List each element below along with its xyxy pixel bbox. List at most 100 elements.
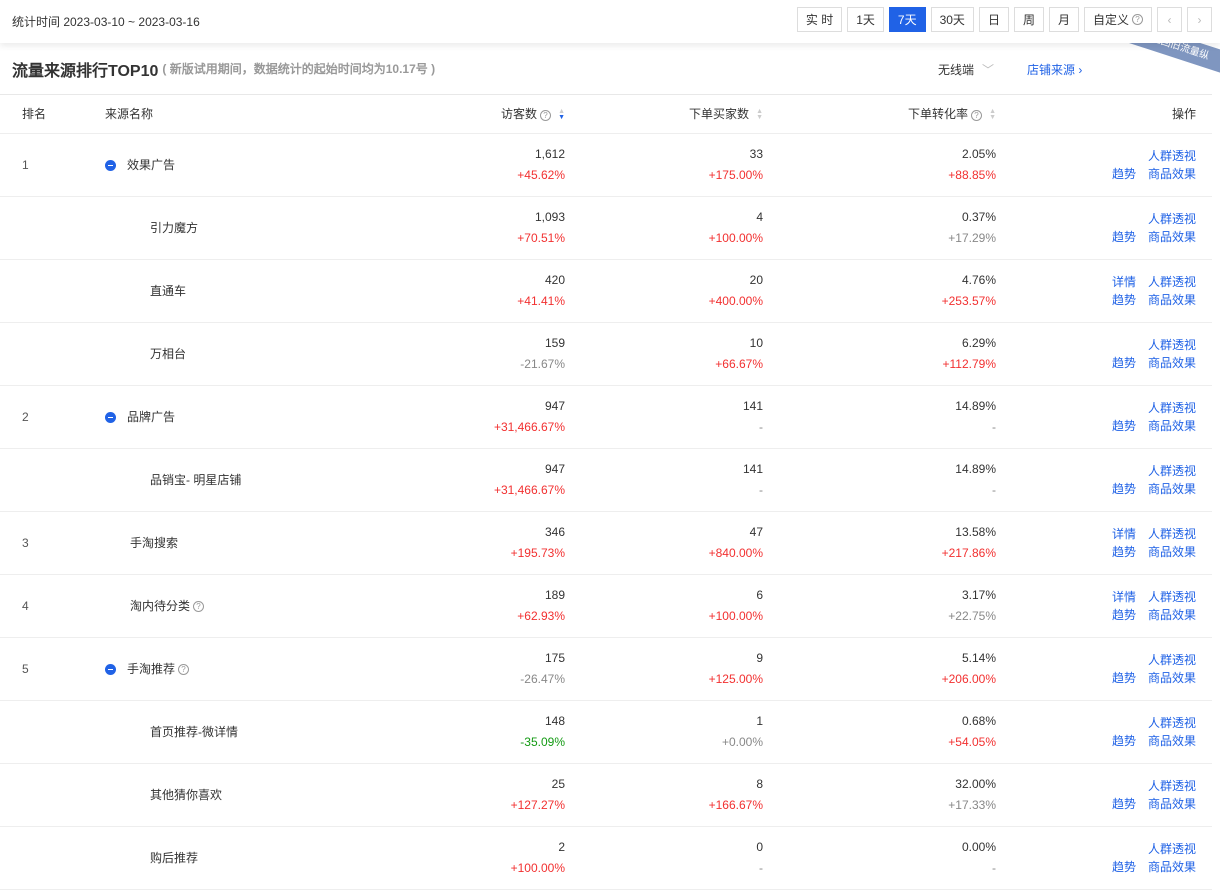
buyers-value: 20 [749,272,763,287]
rank [0,259,95,323]
action-link[interactable]: 商品效果 [1147,292,1196,307]
help-icon[interactable]: ? [540,109,551,121]
visitors-change: +41.41% [517,293,565,308]
section-header: 流量来源排行TOP10 ( 新版试用期间，数据统计的起始时间均为10.17号 )… [0,43,1220,95]
action-link[interactable]: 人群透视 [1147,400,1196,415]
actions: 详情 人群透视 趋势 商品效果 [996,574,1212,638]
period-button[interactable]: 1天 [847,7,884,32]
action-link[interactable]: 人群透视 [1147,148,1196,163]
rank: 2 [0,385,95,449]
action-link[interactable]: 商品效果 [1147,355,1196,370]
collapse-icon[interactable] [105,664,116,676]
period-button[interactable]: 实 时 [796,7,843,32]
header-rank: 排名 [0,95,95,134]
action-link[interactable]: 商品效果 [1147,481,1196,496]
back-to-old-version[interactable]: 返回旧流量纵 [1110,43,1220,95]
visitors-value: 420 [544,272,565,287]
period-button[interactable]: 7天 [888,7,926,32]
rank [0,448,95,512]
table-row: 引力魔方 1,093 +70.51% 4 +100.00% 0.37% +17.29%… [0,196,1212,260]
action-link[interactable]: 商品效果 [1147,796,1196,811]
action-link[interactable]: 人群透视 [1147,652,1196,667]
device-dropdown[interactable]: 无线端 ﹀ [938,61,994,78]
action-link[interactable]: 详情 [1111,274,1136,289]
action-link[interactable]: 人群透视 [1147,211,1196,226]
action-link[interactable]: 详情 [1111,589,1136,604]
help-icon[interactable]: ? [178,664,190,676]
action-link[interactable]: 趋势 [1111,355,1136,370]
action-link[interactable]: 商品效果 [1147,229,1196,244]
action-link[interactable]: 趋势 [1111,607,1136,622]
action-link[interactable]: 商品效果 [1147,418,1196,433]
rate-value: 0.00% [961,839,996,854]
period-label: 月 [1057,13,1070,27]
next-button[interactable]: › [1187,7,1212,32]
buyers-change: +0.00% [721,734,763,749]
collapse-icon[interactable] [105,412,116,424]
action-link[interactable]: 趋势 [1111,544,1136,559]
visitors-change: +195.73% [510,545,565,560]
period-button[interactable]: 周 [1013,7,1044,32]
action-link[interactable]: 趋势 [1111,859,1136,874]
top-bar: 统计时间 2023-03-10 ~ 2023-03-16 实 时 1天 7天 30天 日… [0,0,1220,43]
period-label: 30天 [939,13,965,27]
period-label: 实 时 [805,13,834,27]
action-link[interactable]: 人群透视 [1147,274,1196,289]
action-link[interactable]: 趋势 [1111,418,1136,433]
action-link[interactable]: 人群透视 [1147,715,1196,730]
actions: 详情 人群透视 趋势 商品效果 [996,259,1212,323]
action-link[interactable]: 人群透视 [1147,778,1196,793]
buyers-value: 141 [742,398,763,413]
action-link[interactable]: 商品效果 [1147,166,1196,181]
action-link[interactable]: 商品效果 [1147,670,1196,685]
collapse-icon[interactable] [105,160,116,172]
action-link[interactable]: 趋势 [1111,166,1136,181]
action-link[interactable]: 趋势 [1111,670,1136,685]
sort-icon[interactable]: ▲ ▼ [989,108,996,122]
action-link[interactable]: 商品效果 [1147,607,1196,622]
action-link[interactable]: 人群透视 [1147,841,1196,856]
action-link[interactable]: 商品效果 [1147,544,1196,559]
buyers-value: 4 [756,209,763,224]
action-link[interactable]: 趋势 [1111,481,1136,496]
action-link[interactable]: 趋势 [1111,796,1136,811]
header-visitors[interactable]: 访客数? ▲ ▼ [435,95,565,134]
table-row: 3 手淘搜索 346 +195.73% 47 +840.00% 13.58% +217… [0,511,1212,575]
sort-icon[interactable]: ▲ ▼ [756,108,763,122]
help-icon[interactable]: ? [193,601,205,613]
actions: 人群透视 趋势 商品效果 [996,322,1212,386]
action-link[interactable]: 人群透视 [1147,337,1196,352]
action-link[interactable]: 人群透视 [1147,526,1196,541]
buyers-change: - [759,482,763,497]
visitors-value: 1,612 [534,146,565,161]
visitors-change: -21.67% [520,356,565,371]
sort-icon[interactable]: ▲ ▼ [558,108,565,122]
rank [0,322,95,386]
action-link[interactable]: 商品效果 [1147,733,1196,748]
action-link[interactable]: 详情 [1111,526,1136,541]
period-button[interactable]: 自定义? [1083,7,1152,32]
help-icon[interactable]: ? [971,109,982,121]
rank [0,826,95,890]
header-rate[interactable]: 下单转化率? ▲ ▼ [763,95,996,134]
header-buyers[interactable]: 下单买家数 ▲ ▼ [565,95,763,134]
buyers-change: +100.00% [708,608,763,623]
buyers-change: - [759,860,763,875]
action-link[interactable]: 趋势 [1111,292,1136,307]
period-button[interactable]: 30天 [930,7,974,32]
table-row: 品销宝- 明星店铺 947 +31,466.67% 141 - 14.89% - 人群… [0,448,1212,512]
shop-source-link[interactable]: 店铺来源 › [1027,61,1082,78]
period-label: 周 [1022,13,1035,27]
source-name: 手淘搜索 [130,536,179,550]
period-button[interactable]: 月 [1048,7,1079,32]
period-label: 日 [987,13,1000,27]
action-link[interactable]: 趋势 [1111,229,1136,244]
prev-button[interactable]: ‹ [1157,7,1182,32]
header-visitors-label: 访客数 [500,107,537,122]
action-link[interactable]: 人群透视 [1147,463,1196,478]
source-name: 引力魔方 [150,221,199,235]
period-button[interactable]: 日 [978,7,1009,32]
action-link[interactable]: 商品效果 [1147,859,1196,874]
action-link[interactable]: 趋势 [1111,733,1136,748]
action-link[interactable]: 人群透视 [1147,589,1196,604]
